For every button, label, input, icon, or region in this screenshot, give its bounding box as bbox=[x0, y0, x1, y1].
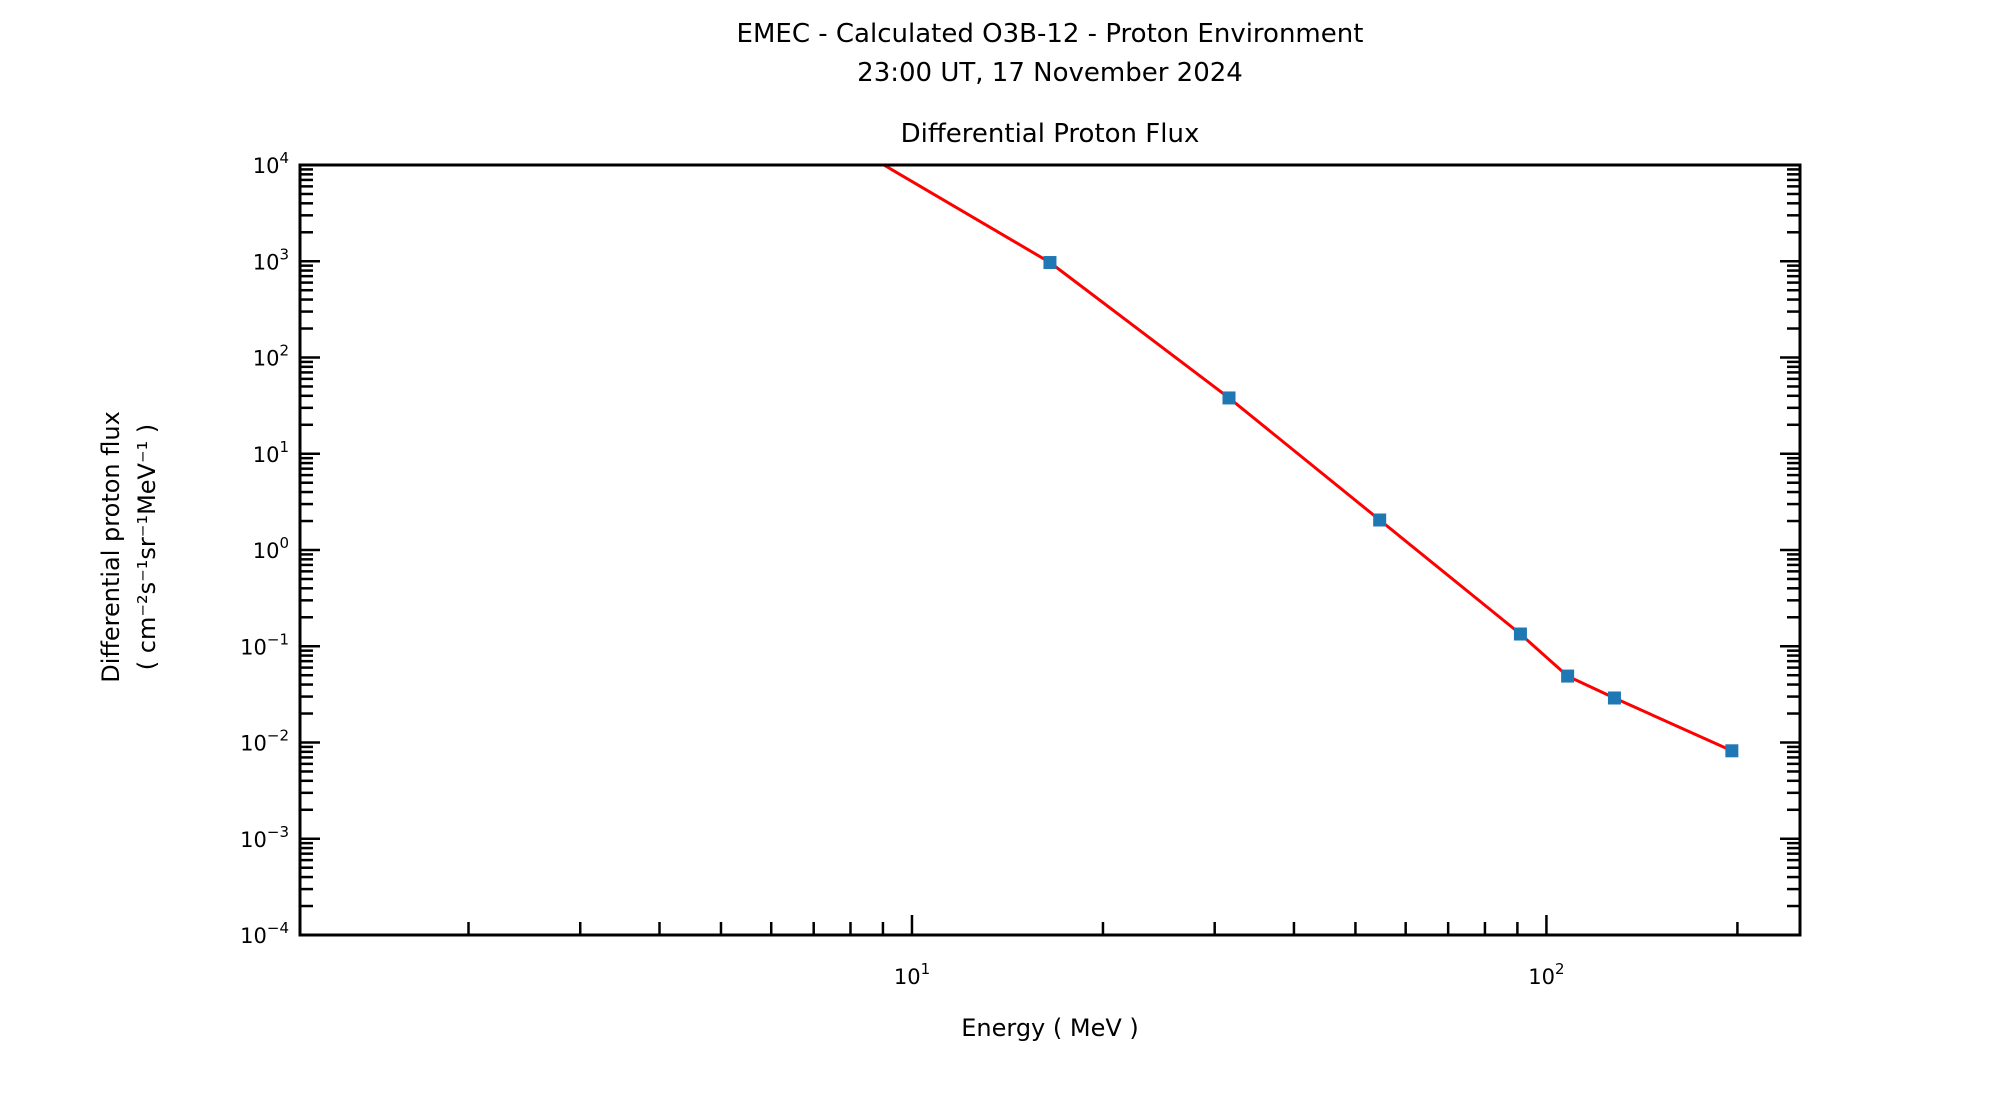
data-point-marker bbox=[1222, 391, 1236, 405]
y-axis-label-line1: Differential proton flux bbox=[97, 411, 125, 683]
y-tick-label: 100 bbox=[253, 534, 289, 563]
x-axis-label: Energy ( MeV ) bbox=[961, 1014, 1139, 1042]
y-tick-label: 101 bbox=[253, 438, 289, 467]
y-tick-label: 10−4 bbox=[240, 919, 289, 948]
y-tick-label: 10−2 bbox=[240, 727, 289, 756]
figure-title-line2: 23:00 UT, 17 November 2024 bbox=[857, 58, 1243, 88]
y-tick-label: 102 bbox=[253, 342, 289, 371]
data-point-marker bbox=[1513, 627, 1527, 641]
data-point-marker bbox=[1561, 669, 1575, 683]
axes-spines bbox=[298, 163, 1802, 937]
y-axis-label: Differential proton flux ( cm⁻²s⁻¹sr⁻¹Me… bbox=[93, 411, 165, 683]
axes-title: Differential Proton Flux bbox=[900, 119, 1200, 149]
figure-title-line1: EMEC - Calculated O3B-12 - Proton Enviro… bbox=[736, 19, 1364, 49]
data-point-marker bbox=[1725, 744, 1739, 758]
y-tick-label: 10−1 bbox=[240, 630, 289, 659]
x-tick-label: 101 bbox=[894, 960, 930, 989]
x-tick-label: 102 bbox=[1528, 960, 1564, 989]
data-point-marker bbox=[1043, 256, 1057, 270]
flux-line bbox=[880, 165, 1733, 753]
y-tick-label: 104 bbox=[253, 149, 289, 178]
data-point-marker bbox=[1607, 691, 1621, 705]
y-tick-label: 10−3 bbox=[240, 823, 289, 852]
data-point-marker bbox=[1373, 513, 1387, 527]
y-axis-label-line2: ( cm⁻²s⁻¹sr⁻¹MeV⁻¹ ) bbox=[133, 423, 161, 671]
y-tick-label: 103 bbox=[253, 245, 289, 274]
